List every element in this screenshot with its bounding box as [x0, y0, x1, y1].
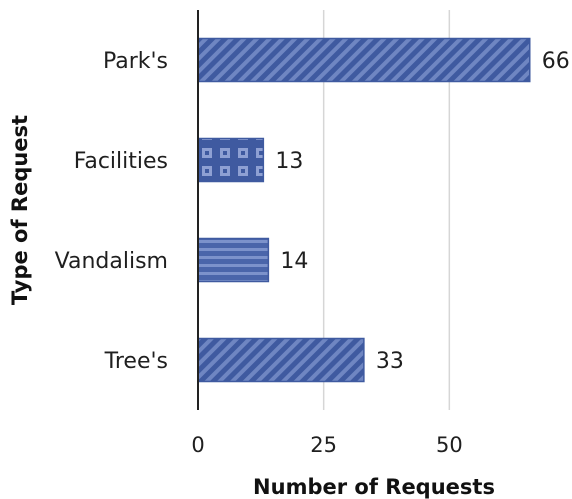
bar-3 — [197, 337, 365, 383]
bar-value-label: 13 — [275, 149, 303, 174]
bar-0 — [197, 37, 531, 83]
bar-1 — [197, 137, 265, 183]
y-category-label: Facilities — [74, 149, 168, 174]
x-tick-label: 50 — [436, 433, 463, 457]
y-category-label: Vandalism — [55, 249, 168, 274]
bar-2 — [197, 237, 270, 283]
bar-value-label: 66 — [542, 49, 570, 74]
labels: 0 25 50 Park's 66 Facilities 13 Vandalism 14 Tree… — [55, 49, 570, 457]
x-axis-title: Number of Requests — [253, 475, 495, 499]
x-tick-label: 25 — [310, 433, 337, 457]
y-axis-title: Type of Request — [8, 115, 32, 305]
y-category-label: Tree's — [104, 349, 168, 374]
bars — [197, 37, 531, 383]
bar-value-label: 14 — [280, 249, 308, 274]
bar-value-label: 33 — [376, 349, 404, 374]
x-tick-label: 0 — [191, 433, 204, 457]
y-category-label: Park's — [103, 49, 168, 74]
